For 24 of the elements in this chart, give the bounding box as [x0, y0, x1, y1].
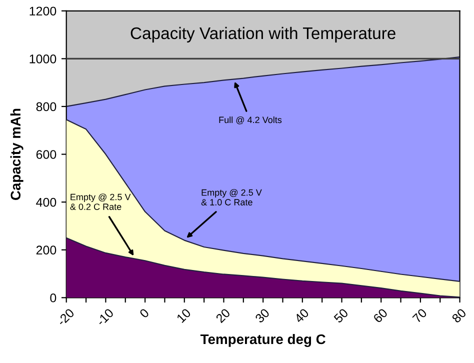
- annotation: Empty @ 2.5 V & 1.0 C Rate: [201, 189, 262, 206]
- y-tick-label: 1200: [30, 6, 56, 16]
- x-tick-label: 70: [412, 308, 428, 324]
- y-tick-label: 0: [50, 293, 56, 302]
- y-tick-label: 600: [36, 150, 56, 159]
- x-tick-label: 40: [294, 308, 310, 324]
- x-tick-label: 80: [451, 308, 467, 324]
- x-tick-label: -20: [56, 308, 75, 326]
- y-tick-label: 400: [36, 198, 56, 207]
- text: Capacity Variation with Temperature: [130, 26, 396, 42]
- x-tick-label: 50: [333, 308, 349, 324]
- x-tick-label: 20: [215, 308, 231, 324]
- annotation: Full @ 4.2 Volts: [219, 116, 282, 124]
- y-axis-title: Capacity mAh: [10, 108, 24, 200]
- x-axis-title: Temperature deg C: [200, 334, 326, 347]
- annotation: Empty @ 2.5 V & 0.2 C Rate: [70, 194, 131, 210]
- x-tick-label: 30: [254, 308, 270, 324]
- x-tick-label: -10: [96, 308, 114, 326]
- x-tick-label: 10: [176, 308, 192, 324]
- y-tick-label: 200: [36, 246, 56, 255]
- x-tick-label: 0: [139, 308, 150, 318]
- x-tick-label: 60: [372, 308, 388, 324]
- y-tick-label: 1000: [30, 54, 56, 64]
- y-tick-label: 800: [36, 102, 56, 112]
